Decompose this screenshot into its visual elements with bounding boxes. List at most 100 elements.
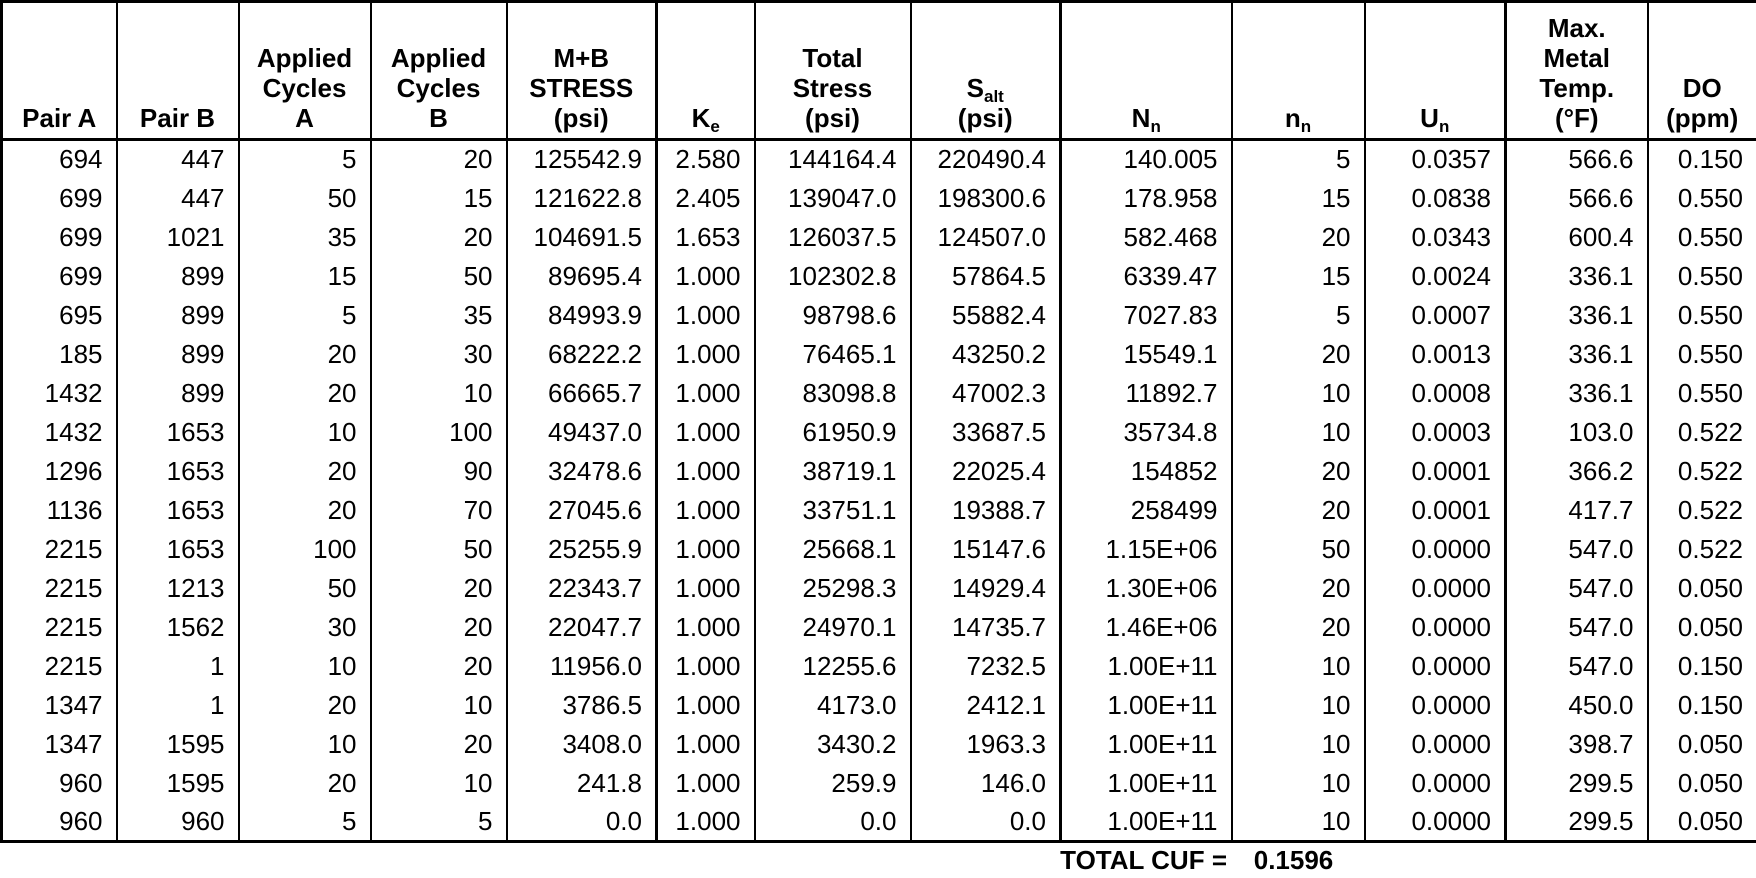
cell-n_allowable: 7027.83 xyxy=(1060,295,1233,335)
cell-s_alt_psi: 15147.6 xyxy=(910,529,1062,569)
cell-applied_cycles_b: 35 xyxy=(370,295,508,335)
cell-ke: 1.000 xyxy=(656,334,756,374)
cell-applied_cycles_a: 5 xyxy=(238,295,372,335)
cell-mb_stress_psi: 125542.9 xyxy=(506,139,658,179)
cell-do_ppm: 0.522 xyxy=(1677,533,1743,564)
cell-pair_b: 1653 xyxy=(116,490,240,530)
cell-mb_stress_psi: 32478.6 xyxy=(506,451,658,491)
table-row: 1296 1653 20 90 32478.6 1.000 38719.1 22025.4 15… xyxy=(1,451,1756,491)
cell-n_allowable: 35734.8 xyxy=(1060,412,1233,452)
cell-pair_b: 1562 xyxy=(116,607,240,647)
cell-n_allowable: 1.00E+11 xyxy=(1060,646,1233,686)
cell-n_applied: 10 xyxy=(1231,412,1366,452)
cell-n_applied: 5 xyxy=(1231,295,1366,335)
cell-pair_a: 960 xyxy=(1,802,118,842)
cell-applied_cycles_a: 20 xyxy=(238,373,372,413)
cell-applied_cycles_b: 20 xyxy=(370,139,508,179)
cell-max_metal_temp_f: 547.0 xyxy=(1505,607,1649,647)
cell-pair_a: 1347 xyxy=(1,724,118,764)
cell-max_metal_temp_f: 547.0 xyxy=(1505,529,1649,569)
cell-do_ppm: 0.150 xyxy=(1677,650,1743,681)
cell-pair_a: 185 xyxy=(1,334,118,374)
cell-mb_stress_psi: 25255.9 xyxy=(506,529,658,569)
cell-pair_b: 1213 xyxy=(116,568,240,608)
cell-do_ppm: 0.550 xyxy=(1677,338,1743,369)
cell-u_n: 0.0000 xyxy=(1364,607,1507,647)
column-header-n_applied: nn xyxy=(1231,1,1366,141)
cell-s_alt_psi: 19388.7 xyxy=(910,490,1062,530)
cell-pair_b: 447 xyxy=(116,178,240,218)
cell-total_stress_psi: 83098.8 xyxy=(754,373,912,413)
cell-total_stress_psi: 25668.1 xyxy=(754,529,912,569)
cell-n_allowable: 1.46E+06 xyxy=(1060,607,1233,647)
cell-total_stress_psi: 3430.2 xyxy=(754,724,912,764)
cell-total_stress_psi: 38719.1 xyxy=(754,451,912,491)
cell-mb_stress_psi: 49437.0 xyxy=(506,412,658,452)
cell-applied_cycles_a: 10 xyxy=(238,724,372,764)
cell-total_stress_psi: 61950.9 xyxy=(754,412,912,452)
total-cuf-label: TOTAL CUF = xyxy=(1060,845,1227,875)
cell-max_metal_temp_f: 566.6 xyxy=(1505,178,1649,218)
cell-u_n: 0.0013 xyxy=(1364,334,1507,374)
cell-n_applied: 20 xyxy=(1231,568,1366,608)
cell-mb_stress_psi: 3786.5 xyxy=(506,685,658,725)
cell-applied_cycles_a: 20 xyxy=(238,763,372,803)
cell-ke: 1.000 xyxy=(656,295,756,335)
cell-s_alt_psi: 14929.4 xyxy=(910,568,1062,608)
header-row: Pair A Pair B Applied Cycles A Applied Cycles B… xyxy=(1,1,1756,141)
column-header-pair_a: Pair A xyxy=(1,1,118,141)
cell-ke: 1.000 xyxy=(656,724,756,764)
column-header-max_metal_temp_f: Max. Metal Temp. (°F) xyxy=(1505,1,1649,141)
cell-ke: 1.000 xyxy=(656,607,756,647)
cell-pair_b: 1 xyxy=(116,685,240,725)
cell-ke: 1.653 xyxy=(656,217,756,257)
cell-s_alt_psi: 43250.2 xyxy=(910,334,1062,374)
cell-pair_a: 1347 xyxy=(1,685,118,725)
cell-ke: 1.000 xyxy=(656,685,756,725)
cell-u_n: 0.0001 xyxy=(1364,451,1507,491)
cell-do_ppm: 0.550 xyxy=(1677,221,1743,252)
cell-pair_a: 1432 xyxy=(1,373,118,413)
cell-n_applied: 20 xyxy=(1231,490,1366,530)
cell-pair_a: 699 xyxy=(1,256,118,296)
cell-max_metal_temp_f: 547.0 xyxy=(1505,646,1649,686)
cell-mb_stress_psi: 22047.7 xyxy=(506,607,658,647)
cell-n_allowable: 15549.1 xyxy=(1060,334,1233,374)
cell-s_alt_psi: 146.0 xyxy=(910,763,1062,803)
cell-n_applied: 10 xyxy=(1231,724,1366,764)
column-header-s_alt_psi: Salt (psi) xyxy=(910,1,1062,141)
cell-mb_stress_psi: 84993.9 xyxy=(506,295,658,335)
column-header-mb_stress_psi: M+B STRESS (psi) xyxy=(506,1,658,141)
table-row: 1347 1 20 10 3786.5 1.000 4173.0 2412.1 1.00E+11… xyxy=(1,685,1756,725)
cell-total_stress_psi: 33751.1 xyxy=(754,490,912,530)
cell-do_ppm: 0.522 xyxy=(1677,494,1743,525)
table-row: 2215 1653 100 50 25255.9 1.000 25668.1 15147.6 1… xyxy=(1,529,1756,569)
cell-n_applied: 20 xyxy=(1231,607,1366,647)
cell-pair_b: 899 xyxy=(116,295,240,335)
cell-pair_a: 2215 xyxy=(1,646,118,686)
cell-n_allowable: 154852 xyxy=(1060,451,1233,491)
cell-applied_cycles_b: 50 xyxy=(370,256,508,296)
cell-applied_cycles_a: 5 xyxy=(238,802,372,842)
cell-ke: 1.000 xyxy=(656,529,756,569)
cell-s_alt_psi: 198300.6 xyxy=(910,178,1062,218)
cell-applied_cycles_b: 20 xyxy=(370,568,508,608)
cell-max_metal_temp_f: 299.5 xyxy=(1505,763,1649,803)
cell-n_allowable: 1.00E+11 xyxy=(1060,685,1233,725)
cell-max_metal_temp_f: 336.1 xyxy=(1505,373,1649,413)
cell-do_ppm: 0.050 xyxy=(1677,611,1743,642)
cell-s_alt_psi: 7232.5 xyxy=(910,646,1062,686)
cell-u_n: 0.0343 xyxy=(1364,217,1507,257)
cell-s_alt_psi: 220490.4 xyxy=(910,139,1062,179)
cell-total_stress_psi: 12255.6 xyxy=(754,646,912,686)
cell-max_metal_temp_f: 547.0 xyxy=(1505,568,1649,608)
cell-u_n: 0.0838 xyxy=(1364,178,1507,218)
cell-mb_stress_psi: 0.0 xyxy=(506,802,658,842)
cell-applied_cycles_b: 20 xyxy=(370,217,508,257)
cell-ke: 2.405 xyxy=(656,178,756,218)
cell-applied_cycles_a: 5 xyxy=(238,139,372,179)
cell-mb_stress_psi: 11956.0 xyxy=(506,646,658,686)
cell-do_ppm: 0.522 xyxy=(1677,455,1743,486)
column-header-applied_cycles_b: Applied Cycles B xyxy=(370,1,508,141)
cell-pair_b: 1595 xyxy=(116,724,240,764)
